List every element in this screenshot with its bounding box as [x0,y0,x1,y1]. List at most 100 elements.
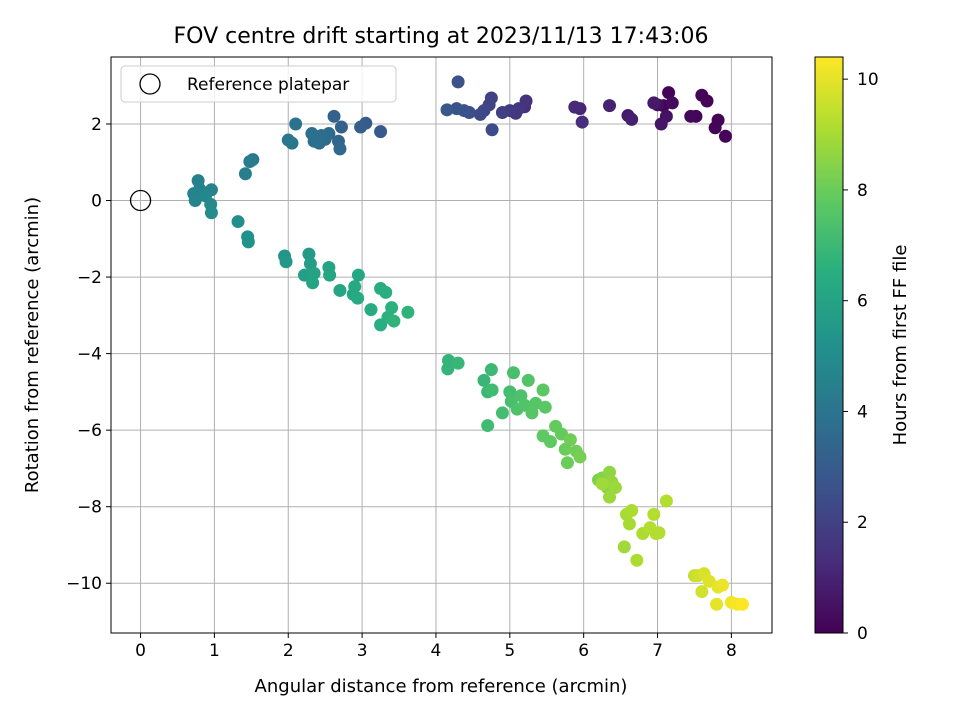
data-point [608,481,622,495]
x-tick-label: 8 [726,641,737,661]
data-point [334,120,348,134]
data-point [241,235,255,249]
data-point [473,107,487,121]
data-point [188,194,202,208]
data-point [603,99,617,113]
x-tick-label: 0 [135,641,146,661]
data-point [684,109,698,123]
y-tick-label: −2 [77,268,102,288]
data-point [711,113,725,127]
data-point [481,419,495,433]
grid-lines [111,57,772,633]
legend-marker [139,73,161,95]
colorbar-label: Hours from first FF file [890,245,911,446]
data-point [622,517,636,531]
chart-title: FOV centre drift starting at 2023/11/13 … [174,24,709,49]
data-point [647,507,661,521]
colorbar: 0 2 4 6 8 10 Hours from first FF file [814,56,911,644]
colorbar-tick-label: 10 [857,70,879,90]
data-point [716,578,730,592]
data-point [503,385,517,399]
data-point [351,291,365,305]
data-point [507,366,521,380]
data-point [364,303,378,317]
data-point [289,117,303,131]
data-point [652,526,666,540]
data-point [450,102,464,116]
legend-entry: Reference platepar [187,75,349,95]
y-tick-label: −4 [77,345,102,365]
data-point [379,285,393,299]
data-point [617,540,631,554]
data-points [187,75,749,611]
reference-marker [129,189,152,212]
reference-point [129,189,152,212]
data-point [695,585,709,599]
data-point [595,477,609,491]
data-point [204,206,218,220]
data-point [521,373,535,387]
data-point [440,103,454,117]
data-point [659,494,673,508]
data-point [327,109,341,123]
data-point [662,86,676,100]
data-point [451,356,465,370]
data-point [654,117,668,131]
data-point [238,167,252,181]
colorbar-tick-label: 4 [857,402,868,422]
data-point [281,133,295,147]
data-point [387,314,401,328]
data-point [603,490,617,504]
data-point [495,105,509,119]
data-point [543,435,557,449]
y-tick-label: −6 [77,421,102,441]
data-point [305,127,319,141]
data-point [575,115,589,129]
data-point [441,362,455,376]
x-tick-label: 5 [504,641,515,661]
data-point [307,266,321,280]
data-point [451,75,465,89]
data-point [484,363,498,377]
colorbar-tick-label: 6 [857,292,868,312]
x-tick-label: 4 [431,641,442,661]
y-tick-label: −8 [77,498,102,518]
data-point [333,142,347,156]
data-point [538,400,552,414]
data-point [279,255,293,269]
data-point [560,456,574,470]
y-tick-label: 0 [91,192,102,212]
x-tick-label: 6 [578,641,589,661]
data-point [563,433,577,447]
data-point [625,112,639,126]
x-tick-label: 7 [652,641,663,661]
colorbar-tick-label: 2 [857,513,868,533]
data-point [625,504,639,518]
x-tick-label: 3 [357,641,368,661]
data-point [630,553,644,567]
data-point [243,154,257,168]
data-point [536,383,550,397]
x-tick-label: 2 [283,641,294,661]
data-point [302,247,316,261]
data-point [495,406,509,420]
x-axis-label: Angular distance from reference (arcmin) [255,676,628,697]
data-point [333,283,347,297]
y-axis-label: Rotation from reference (arcmin) [22,197,43,493]
data-point [647,96,661,110]
data-point [700,94,714,108]
data-point [231,215,245,229]
data-point [477,373,491,387]
data-point [718,129,732,143]
y-tick-label: 2 [91,115,102,135]
data-point [351,268,365,282]
data-point [385,301,399,315]
data-point [485,383,499,397]
x-axis-ticks: 0 1 2 3 4 5 6 7 8 [135,633,737,661]
colorbar-gradient [814,56,844,634]
data-point [401,305,415,319]
colorbar-tick-label: 8 [857,181,868,201]
data-point [485,123,499,137]
data-point [348,280,362,294]
